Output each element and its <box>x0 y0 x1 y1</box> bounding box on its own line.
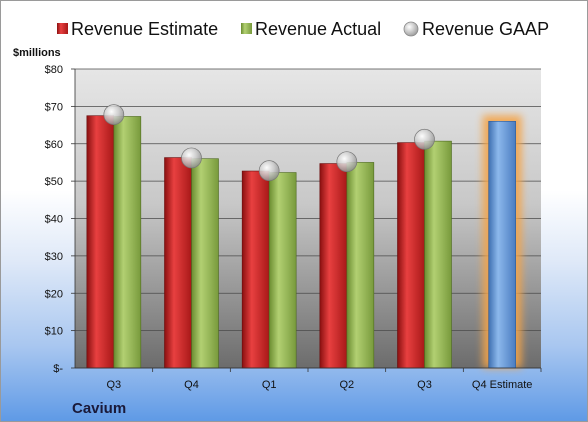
bar-actual <box>191 158 219 369</box>
gaap-marker <box>414 128 435 150</box>
gaap-marker <box>336 151 358 173</box>
legend-item-estimate: Revenue Estimate <box>57 19 218 39</box>
legend-marker-gaap <box>403 21 419 37</box>
legend-item-gaap: Revenue GAAP <box>403 19 549 39</box>
bar-actual <box>113 116 142 369</box>
bars <box>86 115 522 369</box>
legend: Revenue Estimate Revenue Actual Revenue … <box>57 19 549 39</box>
company-name: Cavium <box>72 400 126 417</box>
gaap-markers <box>103 104 435 182</box>
x-tick-label: Q3 <box>106 379 121 391</box>
y-axis-unit-label: $millions <box>13 47 61 59</box>
legend-label-actual: Revenue Actual <box>255 19 381 39</box>
legend-swatch-actual <box>241 23 252 34</box>
x-tick-label: Q4 Estimate <box>472 379 533 391</box>
y-tick-label: $40 <box>45 214 63 226</box>
x-tick-label: Q2 <box>339 379 354 391</box>
bar-estimate <box>241 170 270 369</box>
legend-label-estimate: Revenue Estimate <box>71 19 218 39</box>
legend-swatch-estimate <box>57 23 68 34</box>
y-tick-label: $10 <box>45 326 63 338</box>
bar-actual <box>424 140 452 369</box>
y-tick-label: $20 <box>45 288 63 300</box>
bar-estimate <box>164 157 192 369</box>
bar-estimate <box>319 163 348 369</box>
bar-estimate <box>397 142 425 369</box>
bar-actual <box>268 172 297 369</box>
y-tick-label: $70 <box>45 101 63 113</box>
gaap-marker <box>103 104 125 125</box>
y-axis-ticks: $- $10 $20 $30 $40 $50 $60 $70 $80 <box>45 64 76 375</box>
y-tick-label: $60 <box>45 139 63 151</box>
x-tick-label: Q3 <box>417 379 432 391</box>
x-tick-label: Q4 <box>184 379 199 391</box>
bar-estimate <box>86 115 115 369</box>
y-tick-label: $- <box>53 363 63 375</box>
legend-label-gaap: Revenue GAAP <box>422 19 549 39</box>
x-axis-ticks: Q3 Q4 Q1 Q2 Q3 Q4 Estimate <box>75 367 542 391</box>
legend-item-actual: Revenue Actual <box>241 19 381 39</box>
gaap-marker <box>258 160 280 182</box>
gaap-marker <box>181 147 202 169</box>
y-tick-label: $50 <box>45 176 63 188</box>
x-tick-label: Q1 <box>262 379 277 391</box>
bar-future-estimate <box>488 121 516 369</box>
bar-actual <box>346 162 375 369</box>
y-tick-label: $80 <box>45 64 63 76</box>
y-tick-label: $30 <box>45 251 63 263</box>
